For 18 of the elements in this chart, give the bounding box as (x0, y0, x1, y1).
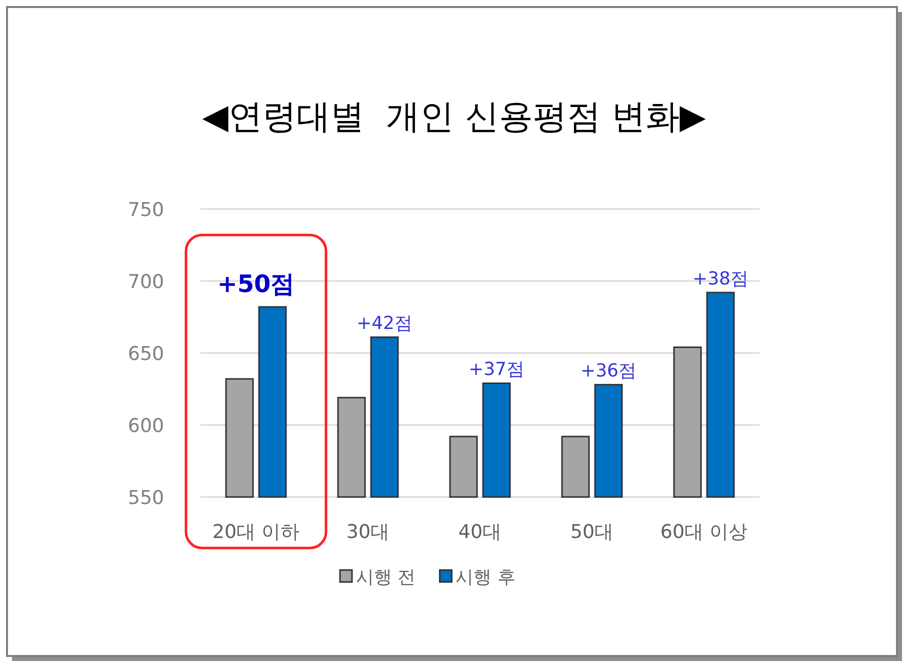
annotation: +37점 (468, 359, 524, 380)
legend-label: 시행 후 (456, 567, 516, 588)
y-tick-label: 650 (128, 343, 164, 365)
annotation: +36점 (580, 360, 636, 382)
x-tick-label: 20대 이하 (212, 521, 300, 543)
x-tick-label: 60대 이상 (660, 521, 748, 543)
annotation: +50점 (217, 270, 295, 298)
x-tick-label: 30대 (346, 521, 390, 543)
legend-label: 시행 전 (356, 567, 416, 588)
y-tick-label: 750 (128, 199, 164, 221)
x-tick-label: 50대 (570, 521, 614, 543)
x-tick-label: 40대 (458, 521, 502, 543)
y-tick-label: 550 (128, 487, 164, 509)
annotation: +38점 (692, 268, 748, 290)
y-tick-label: 700 (128, 271, 164, 293)
annotation: +42점 (356, 313, 412, 334)
y-tick-label: 600 (128, 415, 164, 437)
chart-title: ◀연령대별 개인 신용평점 변화▶ (202, 97, 707, 137)
